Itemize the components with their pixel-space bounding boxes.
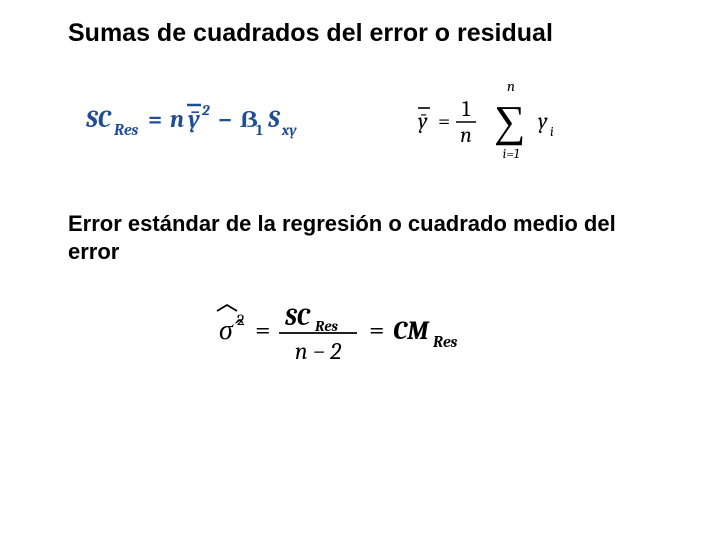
svg-text:n: n	[170, 105, 184, 133]
svg-text:n: n	[460, 122, 472, 148]
svg-text:=: =	[148, 105, 162, 133]
svg-text:n − 2: n − 2	[295, 337, 342, 365]
svg-text:ȳ: ȳ	[187, 105, 200, 133]
svg-text:Res: Res	[113, 121, 139, 139]
svg-text:1: 1	[462, 96, 471, 122]
svg-text:1: 1	[256, 121, 263, 139]
svg-text:y: y	[538, 108, 548, 134]
svg-text:ȳ: ȳ	[418, 108, 428, 134]
svg-text:n: n	[507, 77, 515, 95]
heading-sumas: Sumas de cuadrados del error o residual	[68, 18, 670, 48]
svg-text:∑: ∑	[494, 97, 525, 146]
formula-sigma2: σ̂ 2 = SC Res n − 2 = CM Res	[209, 291, 529, 371]
svg-text:=: =	[369, 314, 385, 346]
heading-error-estandar: Error estándar de la regresión o cuadrad…	[68, 210, 670, 265]
svg-text:Res: Res	[432, 333, 458, 351]
svg-text:i: i	[550, 123, 554, 140]
svg-text:SC: SC	[284, 303, 311, 331]
svg-text:i=1: i=1	[503, 145, 520, 162]
svg-text:2: 2	[237, 311, 245, 329]
formula-scres: SC Res = n ȳ 2 − ẞ 1 S xy	[86, 97, 346, 145]
svg-text:SC: SC	[86, 105, 112, 133]
formula-ybar: ȳ = 1 n n ∑ i=1 y i	[416, 76, 586, 166]
svg-text:=: =	[255, 314, 271, 346]
svg-text:=: =	[438, 108, 450, 134]
svg-text:−: −	[218, 105, 232, 133]
svg-text:2: 2	[201, 101, 210, 119]
svg-text:S: S	[267, 105, 281, 133]
formula-row-2: σ̂ 2 = SC Res n − 2 = CM Res	[68, 291, 670, 371]
formula-row-1: SC Res = n ȳ 2 − ẞ 1 S xy ȳ =	[68, 76, 670, 166]
svg-text:CM: CM	[393, 316, 430, 346]
svg-text:xy: xy	[281, 121, 297, 139]
